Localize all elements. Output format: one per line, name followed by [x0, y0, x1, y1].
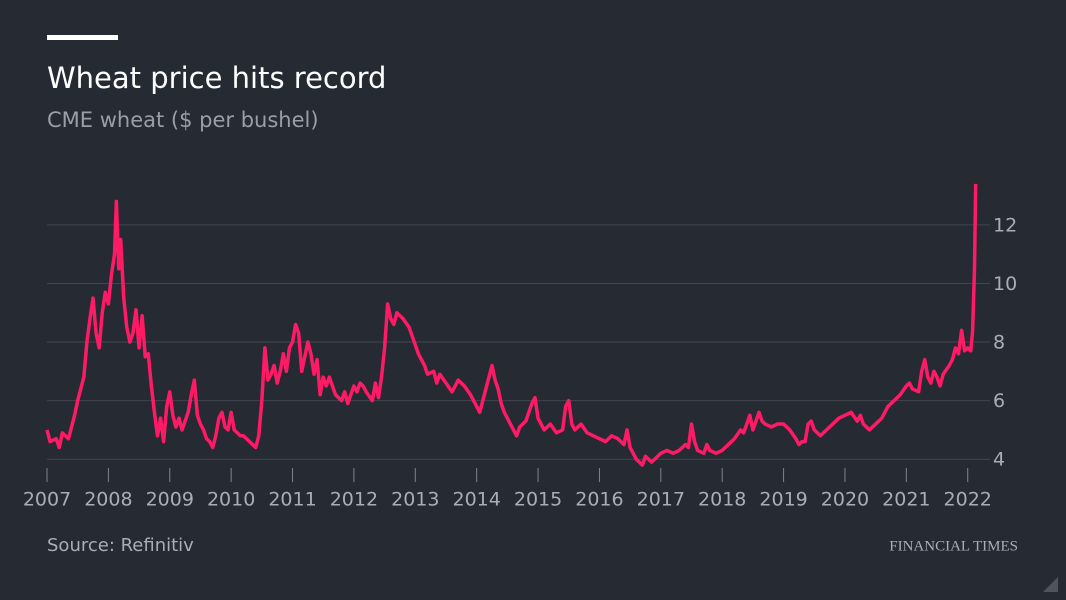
chart-subtitle: CME wheat ($ per bushel) — [47, 108, 319, 132]
source: Source: Refinitiv — [47, 535, 194, 556]
x-tick-label: 2021 — [882, 489, 930, 511]
x-tick-label: 2009 — [146, 489, 194, 511]
x-tick-label: 2015 — [514, 489, 562, 511]
y-tick-label: 4 — [993, 449, 1005, 471]
x-tick-label: 2016 — [575, 489, 623, 511]
chart-title: Wheat price hits record — [47, 61, 386, 95]
brand: FINANCIAL TIMES — [889, 538, 1018, 554]
x-tick-label: 2013 — [391, 489, 439, 511]
x-tick-label: 2017 — [637, 489, 685, 511]
x-tick-label: 2022 — [944, 489, 992, 511]
price-line — [45, 183, 978, 467]
x-tick-label: 2010 — [207, 489, 255, 511]
corner-mark — [1043, 577, 1058, 592]
x-tick-label: 2008 — [84, 489, 132, 511]
y-tick-label: 10 — [993, 273, 1017, 295]
x-tick-label: 2007 — [23, 489, 71, 511]
x-tick-label: 2011 — [268, 489, 316, 511]
x-tick-label: 2019 — [759, 489, 807, 511]
x-tick-label: 2014 — [452, 489, 500, 511]
y-tick-label: 8 — [993, 332, 1005, 354]
x-tick-label: 2018 — [698, 489, 746, 511]
plot: 4 6 8 10 12 2007 2008 2009 2010 2011 2012 2013 2014 2… — [23, 183, 1017, 511]
x-tick-label: 2020 — [821, 489, 869, 511]
y-tick-label: 6 — [993, 390, 1005, 412]
x-tick-label: 2012 — [330, 489, 378, 511]
y-tick-label: 12 — [993, 214, 1017, 236]
title-bar — [47, 35, 118, 40]
